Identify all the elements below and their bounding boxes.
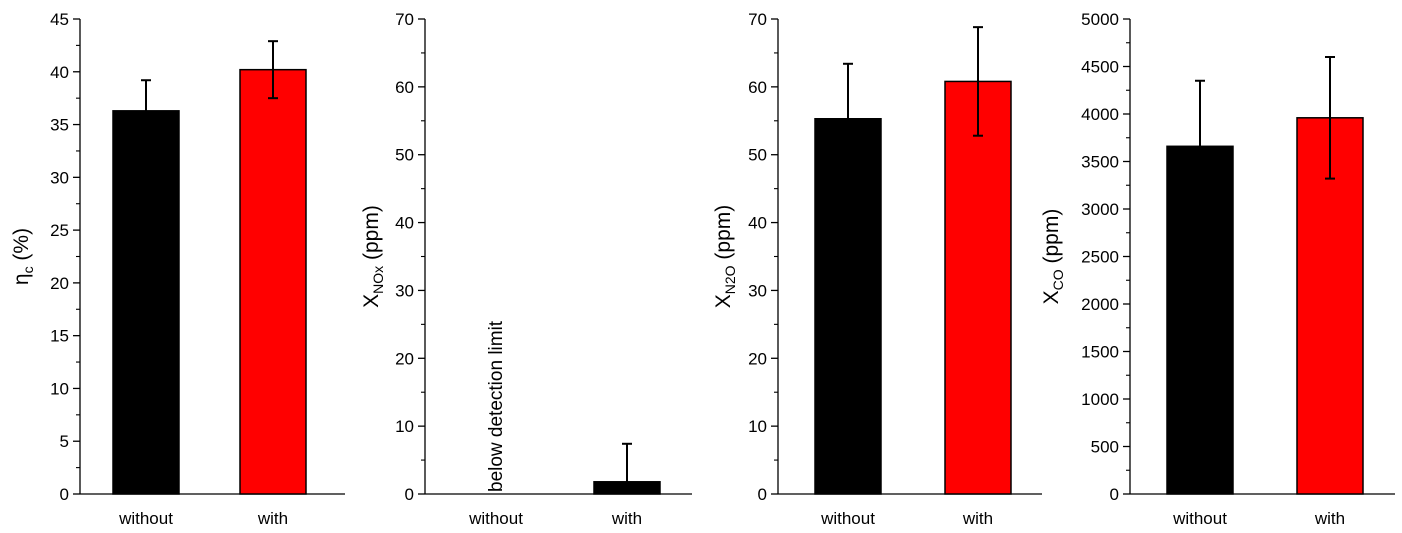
x-tick-label-with: with xyxy=(1314,509,1345,528)
x-tick-label-without: without xyxy=(118,509,173,528)
y-tick-label: 2500 xyxy=(1081,248,1119,267)
y-tick-label: 1500 xyxy=(1081,343,1119,362)
y-tick-label: 60 xyxy=(748,78,767,97)
y-tick-label: 25 xyxy=(50,221,69,240)
y-tick-label: 2000 xyxy=(1081,295,1119,314)
y-tick-label: 5000 xyxy=(1081,10,1119,29)
y-axis-title: XCO (ppm) xyxy=(1040,209,1066,305)
y-tick-label: 10 xyxy=(748,417,767,436)
y-tick-label: 30 xyxy=(395,281,414,300)
y-axis-title: XNOx (ppm) xyxy=(360,205,386,308)
x-tick-label-without: without xyxy=(820,509,875,528)
y-tick-label: 20 xyxy=(748,349,767,368)
bar-with xyxy=(1296,117,1364,495)
y-tick-label: 1000 xyxy=(1081,390,1119,409)
x-tick-label-with: with xyxy=(962,509,993,528)
y-tick-label: 5 xyxy=(60,432,69,451)
chart-panel-4: 0 500 1000 1500 2000 2500 3000 3500 4000 4500 5000… xyxy=(1040,10,1395,528)
x-tick-label-with: with xyxy=(257,509,288,528)
chart-panel-1: 0 5 10 15 20 25 30 35 40 45 without with ηc (%) xyxy=(10,10,345,528)
x-tick-label-without: without xyxy=(1172,509,1227,528)
y-tick-label: 10 xyxy=(50,379,69,398)
y-tick-label: 30 xyxy=(50,168,69,187)
chart-panel-2: 0 10 20 30 40 50 60 70 without with XNOx (ppm) belo… xyxy=(360,10,692,528)
y-tick-label: 50 xyxy=(395,146,414,165)
y-tick-label: 45 xyxy=(50,10,69,29)
y-tick-label: 10 xyxy=(395,417,414,436)
chart-panel-3: 0 10 20 30 40 50 60 70 without with XN2O (ppm) xyxy=(712,10,1042,528)
y-tick-label: 60 xyxy=(395,78,414,97)
y-tick-label: 3000 xyxy=(1081,200,1119,219)
y-tick-label: 3500 xyxy=(1081,153,1119,172)
y-tick-label: 40 xyxy=(50,63,69,82)
x-tick-label-without: without xyxy=(468,509,523,528)
y-tick-label: 50 xyxy=(748,146,767,165)
y-tick-label: 30 xyxy=(748,281,767,300)
y-tick-label: 15 xyxy=(50,327,69,346)
y-tick-label: 20 xyxy=(395,349,414,368)
y-tick-label: 500 xyxy=(1091,438,1119,457)
bar-with xyxy=(239,68,307,495)
bar-without xyxy=(814,118,882,495)
y-tick-label: 35 xyxy=(50,116,69,135)
bar-without xyxy=(112,110,180,495)
y-tick-label: 20 xyxy=(50,274,69,293)
y-tick-label: 40 xyxy=(395,214,414,233)
y-tick-label: 4500 xyxy=(1081,58,1119,77)
y-tick-label: 0 xyxy=(60,485,69,504)
y-tick-label: 0 xyxy=(758,485,767,504)
y-tick-label: 0 xyxy=(1110,485,1119,504)
y-tick-label: 0 xyxy=(405,485,414,504)
y-tick-label: 40 xyxy=(748,214,767,233)
bar-with xyxy=(944,80,1012,495)
y-tick-label: 4000 xyxy=(1081,105,1119,124)
y-axis-title: XN2O (ppm) xyxy=(712,205,738,309)
y-axis-title: ηc (%) xyxy=(10,228,36,285)
y-tick-label: 70 xyxy=(395,10,414,29)
annotation-below-detection-limit: below detection limit xyxy=(486,320,507,492)
y-tick-label: 70 xyxy=(748,10,767,29)
x-tick-label-with: with xyxy=(611,509,642,528)
